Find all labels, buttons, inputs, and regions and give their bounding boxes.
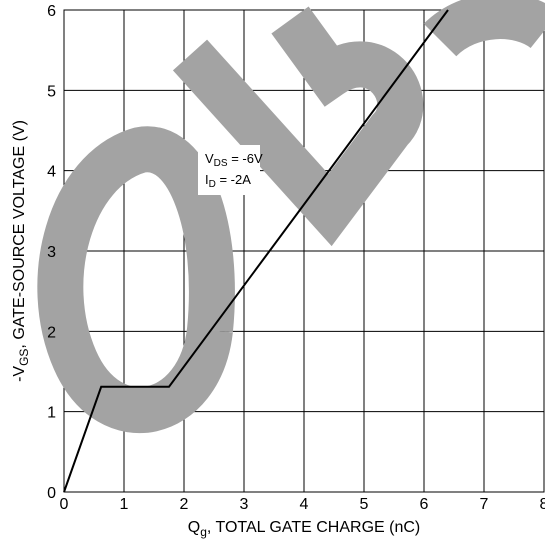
x-label-text: , TOTAL GATE CHARGE (nC) <box>207 519 420 536</box>
y-tick-label: 1 <box>47 405 56 422</box>
annotation-sub: D <box>209 179 216 190</box>
y-label-text: -V <box>11 366 28 382</box>
y-tick-label: 3 <box>47 244 56 261</box>
y-tick-label: 4 <box>47 164 56 181</box>
annotation: VDS = -6V <box>205 151 263 169</box>
annotation-box <box>198 145 260 195</box>
watermark-s <box>423 0 545 58</box>
x-label-sub: g <box>200 525 207 539</box>
watermark-o <box>37 126 235 434</box>
y-tick-label: 6 <box>47 3 56 20</box>
x-tick-label: 5 <box>360 496 369 513</box>
x-tick-label: 7 <box>480 496 489 513</box>
annotation-text: = -2A <box>216 172 251 187</box>
x-tick-label: 8 <box>540 496 545 513</box>
x-label-text: Q <box>188 519 200 536</box>
y-label-text: , GATE-SOURCE VOLTAGE (V) <box>11 120 28 348</box>
y-tick-label: 2 <box>47 324 56 341</box>
watermark-b <box>172 6 424 247</box>
x-axis-label: Qg, TOTAL GATE CHARGE (nC) <box>188 519 421 539</box>
x-tick-label: 3 <box>240 496 249 513</box>
y-axis-label: -VGS, GATE-SOURCE VOLTAGE (V) <box>11 120 31 382</box>
annotation-text: = -6V <box>228 151 263 166</box>
y-tick-label: 5 <box>47 83 56 100</box>
x-tick-label: 4 <box>300 496 309 513</box>
annotation-sub: DS <box>214 158 228 169</box>
x-tick-label: 6 <box>420 496 429 513</box>
annotation-text: I <box>205 172 209 187</box>
watermark <box>37 0 545 434</box>
annotation: ID = -2A <box>205 172 251 190</box>
data-line <box>63 9 449 493</box>
annotation-text: V <box>205 151 214 166</box>
y-label-sub: GS <box>17 349 31 366</box>
x-tick-label: 1 <box>120 496 129 513</box>
y-tick-label: 0 <box>47 485 56 502</box>
x-tick-label: 2 <box>180 496 189 513</box>
x-tick-label: 0 <box>60 496 69 513</box>
